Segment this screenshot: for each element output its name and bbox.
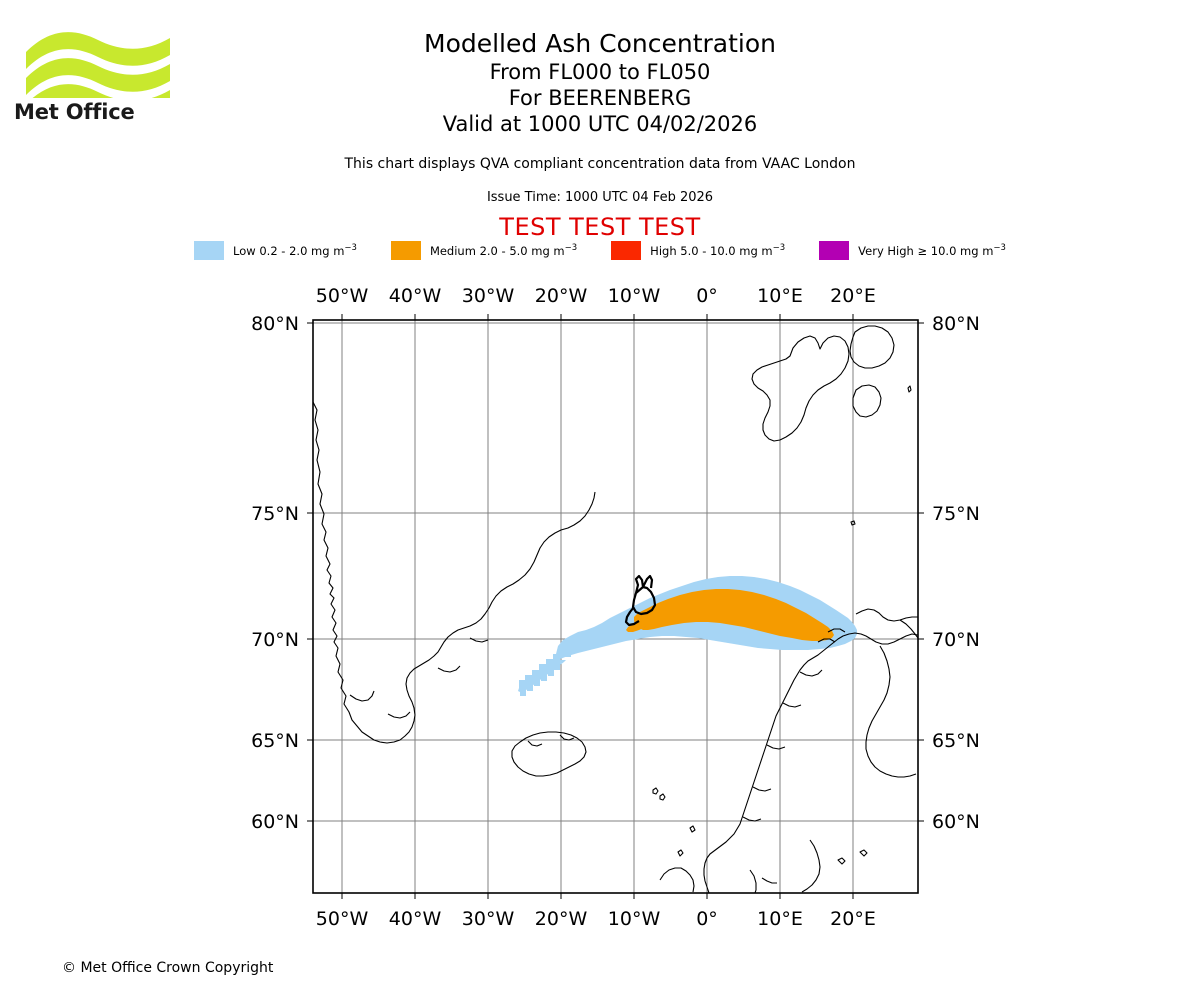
legend-high-swatch <box>611 241 642 260</box>
coastline-iceland-detail-2 <box>559 734 575 741</box>
coastline-denmark-2 <box>761 877 777 884</box>
lon-tick-bottom-2: 30°W <box>462 908 515 930</box>
lat-tick-right-0: 80°N <box>932 313 980 335</box>
legend-medium: Medium 2.0 - 5.0 mg m−3 <box>390 241 578 260</box>
lon-tick-bottom-6: 10°E <box>757 908 803 930</box>
valid-time-subtitle: Valid at 1000 UTC 04/02/2026 <box>442 112 758 136</box>
met-office-logo-text: Met Office <box>14 100 135 124</box>
plume-low-tail-speckles <box>519 627 611 696</box>
lon-tick-top-1: 40°W <box>389 285 442 307</box>
coastline-greenland-fjords-3 <box>437 665 461 673</box>
met-office-waves-icon <box>26 32 170 98</box>
lon-tick-bottom-7: 20°E <box>830 908 876 930</box>
coastline-greenland-fjords-2 <box>387 711 411 719</box>
lat-tick-left-0: 80°N <box>251 313 299 335</box>
qva-note: This chart displays QVA compliant concen… <box>344 156 856 172</box>
coastline-svalbard-edge <box>852 384 882 418</box>
plume-medium-contour <box>634 589 834 641</box>
coastline-jan-mayen-tail <box>624 606 640 627</box>
legend-low-label: Low 0.2 - 2.0 mg m−3 <box>233 243 357 258</box>
ash-concentration-map[interactable]: 50°W 40°W 30°W 20°W 10°W 0° 10°E 20°E 50… <box>0 280 1200 930</box>
legend-high: High 5.0 - 10.0 mg m−3 <box>611 241 785 260</box>
met-office-logo: Met Office <box>12 22 222 124</box>
coastline-baltic-islands <box>837 857 846 865</box>
lat-tick-left-4: 60°N <box>251 811 299 833</box>
test-banner: TEST TEST TEST <box>499 213 701 241</box>
lon-tick-top-0: 50°W <box>316 285 369 307</box>
coastline-denmark <box>749 869 757 893</box>
coastline-greenland-fjords-4 <box>469 637 489 643</box>
lat-tick-left-2: 70°N <box>251 629 299 651</box>
coastline-iceland-detail <box>527 740 543 747</box>
coastline-greenland <box>313 401 596 744</box>
legend-very-high: Very High ≥ 10.0 mg m−3 <box>819 241 1006 260</box>
volcano-subtitle: For BEERENBERG <box>508 86 692 110</box>
coastline-iceland <box>511 731 587 777</box>
lon-tick-top-2: 30°W <box>462 285 515 307</box>
lat-tick-left-1: 75°N <box>251 503 299 525</box>
map-plot-frame <box>312 319 919 894</box>
coastline-scotland <box>659 867 695 893</box>
lat-tick-right-2: 70°N <box>932 629 980 651</box>
coastline-norway-fjords-4 <box>752 786 772 792</box>
map-axis-labels: 50°W 40°W 30°W 20°W 10°W 0° 10°E 20°E 50… <box>251 285 980 930</box>
coastline-kola <box>899 619 918 639</box>
lon-tick-bottom-4: 10°W <box>608 908 661 930</box>
coastline-svalbard-islet <box>907 385 912 393</box>
coastline-norway-fjords-5 <box>742 816 762 822</box>
lon-tick-bottom-3: 20°W <box>535 908 588 930</box>
lon-tick-top-3: 20°W <box>535 285 588 307</box>
coastline-lofoten <box>827 628 846 633</box>
lon-tick-bottom-0: 50°W <box>316 908 369 930</box>
legend-low: Low 0.2 - 2.0 mg m−3 <box>194 241 357 260</box>
chart-title-block: Modelled Ash Concentration From FL000 to… <box>0 28 1200 137</box>
coastline-orkney <box>677 849 684 857</box>
coastline-faroe-2 <box>659 793 666 801</box>
legend-very-high-label: Very High ≥ 10.0 mg m−3 <box>858 243 1006 258</box>
legend-medium-swatch <box>390 241 421 260</box>
coastline-norway-fjords <box>799 669 823 677</box>
coastline-greenland-fjords <box>349 690 375 702</box>
legend-medium-label: Medium 2.0 - 5.0 mg m−3 <box>429 243 578 258</box>
copyright-notice: © Met Office Crown Copyright <box>62 960 274 976</box>
coastline-sweden-baltic <box>865 645 917 778</box>
legend-very-high-swatch <box>819 241 850 260</box>
flight-level-subtitle: From FL000 to FL050 <box>489 60 711 84</box>
coastline-bear-island <box>850 520 856 526</box>
coastline-svalbard <box>751 335 850 442</box>
coastline-baltic-islands-2 <box>859 849 868 857</box>
coastline-faroe <box>652 787 659 795</box>
coastline-svalbard-east <box>849 325 895 369</box>
page-title: Modelled Ash Concentration <box>424 29 776 58</box>
coastline-lofoten-2 <box>817 638 836 643</box>
map-gridlines <box>313 320 918 893</box>
concentration-legend: Low 0.2 - 2.0 mg m−3 Medium 2.0 - 5.0 mg… <box>0 241 1200 260</box>
lat-tick-right-1: 75°N <box>932 503 980 525</box>
lon-tick-bottom-5: 0° <box>696 908 718 930</box>
coastline-norway-fjords-3 <box>766 744 786 750</box>
coastline-scandinavia <box>703 608 918 893</box>
lon-tick-top-7: 20°E <box>830 285 876 307</box>
lat-tick-left-3: 65°N <box>251 730 299 752</box>
lon-tick-top-6: 10°E <box>757 285 803 307</box>
coastline-norway-fjords-2 <box>782 702 802 708</box>
lon-tick-bottom-1: 40°W <box>389 908 442 930</box>
map-tick-marks <box>307 314 924 899</box>
coastline-shetland <box>689 825 696 833</box>
lat-tick-right-4: 60°N <box>932 811 980 833</box>
legend-high-label: High 5.0 - 10.0 mg m−3 <box>650 243 786 258</box>
lat-tick-right-3: 65°N <box>932 730 980 752</box>
issue-time: Issue Time: 1000 UTC 04 Feb 2026 <box>486 190 714 205</box>
coastlines <box>313 325 918 893</box>
plume-medium-stem <box>626 621 647 632</box>
legend-low-swatch <box>194 241 225 260</box>
lon-tick-top-5: 0° <box>696 285 718 307</box>
lon-tick-top-4: 10°W <box>608 285 661 307</box>
coastline-sweden-south <box>801 839 821 893</box>
